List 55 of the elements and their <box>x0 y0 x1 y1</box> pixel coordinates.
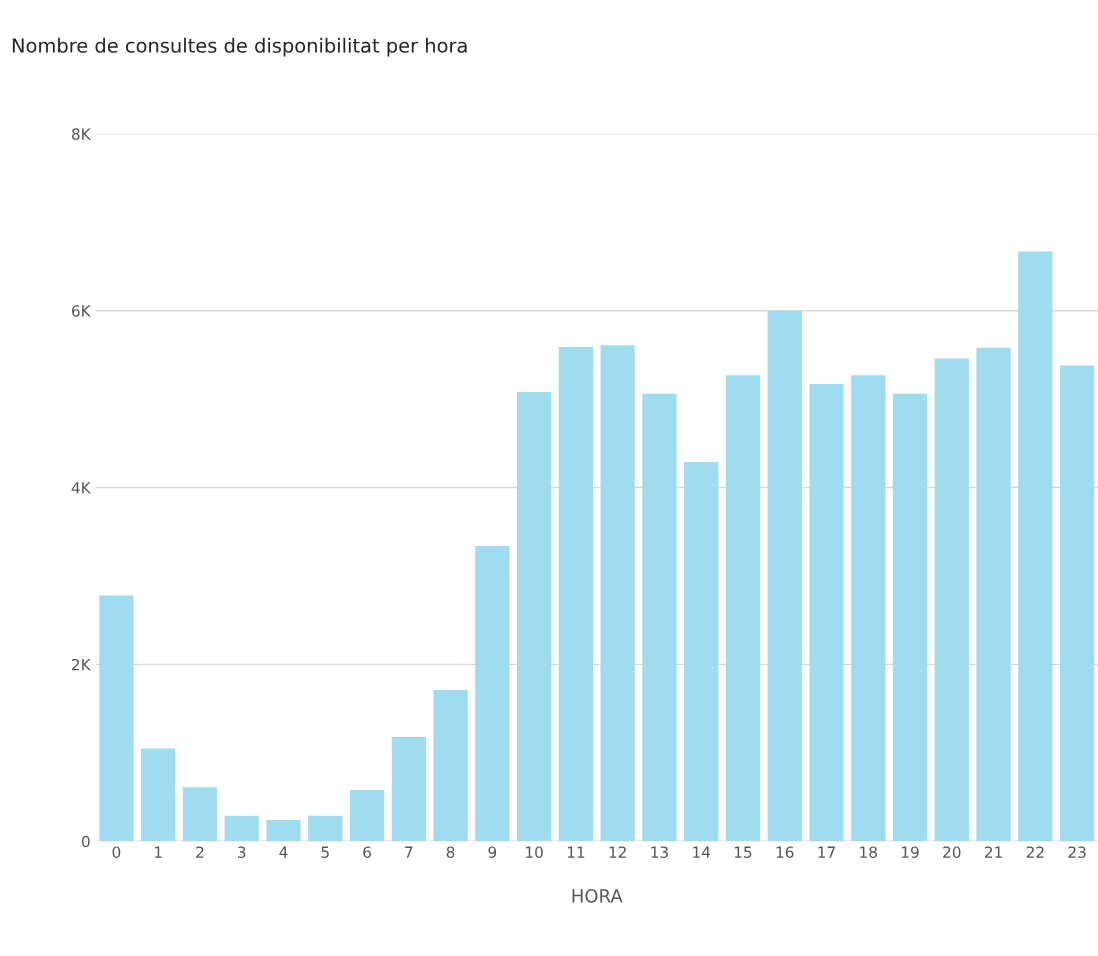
bar <box>725 375 761 842</box>
x-tick-label: 14 <box>693 846 711 858</box>
x-tick-label: 3 <box>238 846 246 858</box>
bar <box>391 736 426 842</box>
bar <box>558 346 593 842</box>
bar <box>976 347 1011 842</box>
bar <box>433 690 468 842</box>
x-tick-label: 10 <box>526 846 543 858</box>
x-tick-label: 23 <box>1068 846 1086 858</box>
x-tick-label: 1 <box>155 846 162 858</box>
x-tick-label: 0 <box>112 846 121 858</box>
x-axis-title: HORA <box>572 889 623 903</box>
x-tick-label: 5 <box>321 846 329 858</box>
bar <box>767 310 802 842</box>
bar <box>1018 251 1053 842</box>
bar <box>1059 365 1095 842</box>
x-tick-label: 15 <box>734 846 752 858</box>
bar <box>182 787 218 842</box>
bar <box>892 393 928 842</box>
x-tick-label: 2 <box>196 846 204 858</box>
bar <box>224 815 259 842</box>
x-tick-label: 8 <box>446 846 455 858</box>
bar <box>600 345 635 842</box>
bar <box>684 461 719 842</box>
bar <box>642 393 677 842</box>
bar <box>516 392 552 842</box>
x-tick-label: 13 <box>651 846 668 858</box>
x-tick-label: 20 <box>943 846 961 858</box>
y-tick-label: 4K <box>71 482 91 494</box>
bar <box>266 820 301 842</box>
y-tick-label: 8K <box>71 128 91 140</box>
x-tick-label: 9 <box>488 846 497 858</box>
bar <box>475 545 510 842</box>
chart-title: Nombre de consultes de disponibilitat per hora <box>12 37 467 57</box>
x-tick-label: 7 <box>405 846 413 858</box>
x-tick-label: 19 <box>901 846 919 858</box>
y-tick-label: 2K <box>72 658 91 671</box>
bar <box>349 789 385 842</box>
x-tick-label: 16 <box>776 846 794 858</box>
bar <box>141 748 176 842</box>
x-tick-label: 4 <box>279 846 288 858</box>
bar <box>99 595 134 842</box>
bar <box>934 358 969 842</box>
bar <box>308 815 343 842</box>
x-tick-label: 22 <box>1026 846 1044 858</box>
x-tick-label: 17 <box>818 846 835 858</box>
y-tick-label: 0 <box>81 835 90 848</box>
x-tick-label: 21 <box>984 846 1002 858</box>
x-tick-label: 18 <box>860 846 877 858</box>
bar <box>851 375 886 842</box>
x-tick-label: 12 <box>609 846 626 858</box>
bar <box>809 384 844 842</box>
y-tick-label: 6K <box>71 305 91 317</box>
x-tick-label: 6 <box>363 846 371 858</box>
x-tick-label: 11 <box>567 846 585 858</box>
